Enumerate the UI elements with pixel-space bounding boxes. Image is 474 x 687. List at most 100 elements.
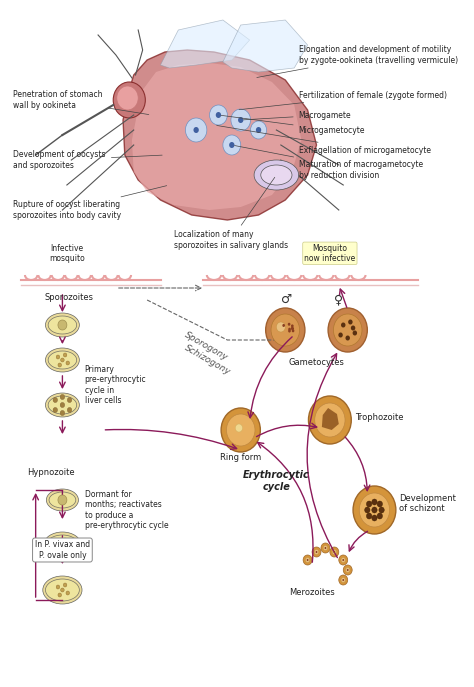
Circle shape bbox=[339, 575, 348, 585]
Ellipse shape bbox=[48, 351, 77, 369]
Polygon shape bbox=[223, 20, 308, 72]
Text: Trophozoite: Trophozoite bbox=[355, 413, 403, 422]
Text: Schizogony: Schizogony bbox=[183, 344, 232, 377]
Circle shape bbox=[58, 320, 67, 330]
Circle shape bbox=[341, 322, 346, 328]
Circle shape bbox=[256, 127, 261, 133]
Ellipse shape bbox=[46, 535, 79, 555]
Circle shape bbox=[372, 499, 377, 505]
Circle shape bbox=[353, 330, 357, 335]
Circle shape bbox=[66, 591, 70, 595]
Circle shape bbox=[366, 501, 372, 507]
Text: Rupture of oocyst liberating
sporozoites into body cavity: Rupture of oocyst liberating sporozoites… bbox=[13, 185, 167, 220]
Text: Maturation of macrogametocyte
by reduction division: Maturation of macrogametocyte by reducti… bbox=[235, 146, 423, 180]
Circle shape bbox=[338, 333, 343, 337]
Circle shape bbox=[221, 408, 260, 452]
Circle shape bbox=[282, 321, 284, 324]
Circle shape bbox=[346, 567, 350, 572]
Text: Macrogamete: Macrogamete bbox=[244, 111, 351, 120]
Circle shape bbox=[53, 407, 57, 412]
Circle shape bbox=[193, 127, 199, 133]
Circle shape bbox=[323, 545, 328, 550]
Ellipse shape bbox=[49, 492, 76, 508]
Circle shape bbox=[328, 308, 367, 352]
Circle shape bbox=[56, 540, 60, 544]
Circle shape bbox=[58, 363, 62, 367]
Circle shape bbox=[236, 424, 243, 432]
Circle shape bbox=[210, 105, 228, 125]
Circle shape bbox=[289, 332, 291, 335]
Polygon shape bbox=[132, 63, 301, 210]
Circle shape bbox=[372, 507, 377, 513]
Text: ♂: ♂ bbox=[281, 293, 292, 306]
Circle shape bbox=[64, 353, 67, 357]
Text: In P. vivax and
P. ovale only: In P. vivax and P. ovale only bbox=[35, 540, 90, 560]
Circle shape bbox=[377, 501, 383, 507]
Text: Merozoites: Merozoites bbox=[289, 588, 335, 597]
Circle shape bbox=[372, 515, 377, 521]
Circle shape bbox=[305, 557, 310, 563]
Circle shape bbox=[53, 398, 57, 403]
Ellipse shape bbox=[261, 165, 292, 185]
Circle shape bbox=[60, 403, 64, 407]
Ellipse shape bbox=[44, 532, 81, 558]
Circle shape bbox=[341, 557, 346, 563]
Text: Infective
mosquito: Infective mosquito bbox=[49, 244, 85, 263]
Text: Primary
pre-erythrocytic
cycle in
liver cells: Primary pre-erythrocytic cycle in liver … bbox=[85, 365, 146, 405]
Circle shape bbox=[271, 314, 300, 346]
Text: Localization of many
sporozoites in salivary glands: Localization of many sporozoites in sali… bbox=[174, 177, 288, 249]
Text: Microgametocyte: Microgametocyte bbox=[221, 115, 365, 135]
Circle shape bbox=[61, 358, 64, 362]
Circle shape bbox=[377, 513, 383, 519]
Circle shape bbox=[67, 407, 72, 412]
Circle shape bbox=[276, 322, 285, 332]
Circle shape bbox=[342, 559, 344, 561]
Circle shape bbox=[229, 142, 235, 148]
Circle shape bbox=[314, 550, 319, 554]
Circle shape bbox=[365, 507, 370, 513]
Circle shape bbox=[60, 411, 64, 416]
Circle shape bbox=[330, 547, 339, 557]
Text: Fertilization of female (zygote formed): Fertilization of female (zygote formed) bbox=[239, 91, 447, 110]
Circle shape bbox=[67, 398, 72, 403]
Ellipse shape bbox=[46, 348, 79, 372]
Circle shape bbox=[286, 335, 289, 338]
Text: Mosquito
now infective: Mosquito now infective bbox=[304, 244, 356, 263]
Ellipse shape bbox=[46, 579, 79, 601]
Ellipse shape bbox=[48, 316, 77, 334]
Circle shape bbox=[113, 82, 146, 118]
Circle shape bbox=[366, 513, 372, 519]
Polygon shape bbox=[161, 20, 250, 68]
Circle shape bbox=[58, 548, 62, 552]
Circle shape bbox=[185, 118, 207, 142]
Polygon shape bbox=[322, 408, 339, 430]
Circle shape bbox=[58, 593, 62, 597]
Circle shape bbox=[58, 495, 67, 505]
Circle shape bbox=[325, 547, 326, 549]
Text: Penetration of stomach
wall by ookineta: Penetration of stomach wall by ookineta bbox=[13, 90, 149, 115]
Circle shape bbox=[60, 394, 64, 400]
Circle shape bbox=[61, 588, 64, 592]
Ellipse shape bbox=[48, 396, 77, 414]
Circle shape bbox=[353, 486, 396, 534]
Text: Development of oocysts
and sporozoites: Development of oocysts and sporozoites bbox=[13, 150, 162, 170]
Circle shape bbox=[66, 546, 70, 550]
Circle shape bbox=[277, 339, 280, 342]
Circle shape bbox=[266, 308, 305, 352]
Text: Sporozoites: Sporozoites bbox=[45, 293, 93, 302]
Circle shape bbox=[216, 112, 221, 118]
Circle shape bbox=[307, 559, 309, 561]
Circle shape bbox=[333, 314, 362, 346]
Circle shape bbox=[316, 551, 318, 553]
Circle shape bbox=[343, 565, 352, 575]
Circle shape bbox=[346, 335, 350, 341]
Circle shape bbox=[332, 550, 337, 554]
Circle shape bbox=[359, 493, 390, 527]
Ellipse shape bbox=[46, 313, 79, 337]
Text: Development
of schizont: Development of schizont bbox=[400, 494, 456, 513]
Circle shape bbox=[231, 109, 251, 131]
Circle shape bbox=[315, 403, 345, 437]
Circle shape bbox=[303, 555, 312, 565]
Circle shape bbox=[56, 355, 60, 359]
Circle shape bbox=[348, 319, 353, 324]
